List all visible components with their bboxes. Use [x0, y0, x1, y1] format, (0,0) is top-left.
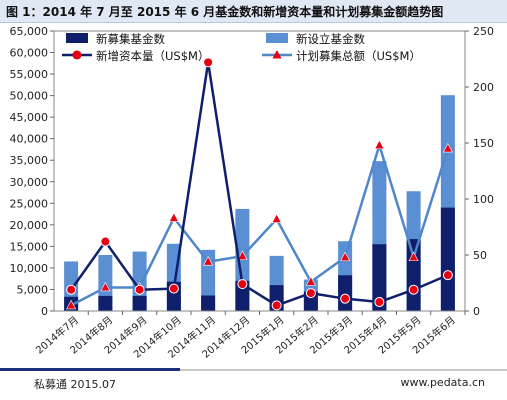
right-axis-tick-label: 150	[473, 137, 494, 150]
point-planned-total	[203, 256, 214, 266]
bar-new-funds	[440, 207, 455, 311]
point-new-capital	[237, 279, 248, 290]
point-planned-total	[271, 213, 282, 223]
bar-new-funds	[235, 280, 250, 311]
point-new-capital	[408, 284, 419, 295]
bar-new-funds	[132, 295, 147, 311]
point-planned-total	[66, 299, 77, 310]
legend-label: 新增资本量（US$M）	[96, 49, 209, 63]
right-axis-tick-label: 50	[473, 249, 487, 262]
line-new-capital	[70, 61, 449, 307]
point-planned-total	[305, 276, 316, 286]
bar-new-funds	[98, 295, 113, 311]
chart-title: 图 1：2014 年 7 月至 2015 年 6 月基金数和新增资本量和计划募集…	[6, 5, 444, 19]
right-axis-tick-label: 0	[473, 305, 480, 318]
footer-line	[0, 369, 507, 371]
left-axis-tick-label: 65,000	[10, 25, 49, 38]
left-axis-tick-label: 10,000	[10, 262, 49, 275]
legend-swatch	[66, 33, 88, 43]
point-new-capital	[168, 283, 179, 294]
legend-swatch	[266, 33, 288, 43]
point-planned-total	[442, 142, 453, 153]
point-new-capital	[134, 284, 145, 295]
right-axis-tick-label: 250	[473, 25, 494, 38]
plot-border	[53, 30, 466, 312]
legend-item: 新设立基金数	[266, 32, 365, 46]
point-new-capital	[340, 293, 351, 304]
left-axis-tick-label: 35,000	[10, 154, 49, 167]
point-new-capital	[374, 297, 385, 308]
point-new-capital	[203, 57, 214, 68]
footer-source: 私募通 2015.07	[34, 378, 116, 391]
left-axis-tick-label: 50,000	[10, 90, 49, 103]
bar-new-funds	[338, 275, 353, 311]
legend-item: 新增资本量（US$M）	[62, 49, 209, 63]
point-planned-total	[100, 281, 111, 292]
right-axis-tick-label: 100	[473, 193, 494, 206]
bar-new-funds	[372, 244, 387, 311]
left-axis-tick-label: 0	[41, 305, 48, 318]
bar-new-funds	[406, 239, 421, 311]
left-axis-tick-label: 15,000	[10, 240, 49, 253]
point-new-capital	[442, 270, 453, 281]
legend-label: 新募集基金数	[96, 32, 165, 46]
point-planned-total	[408, 251, 419, 262]
axes	[50, 30, 469, 315]
point-planned-total	[374, 139, 385, 150]
right-axis-tick-label: 200	[473, 81, 494, 94]
left-axis-tick-label: 55,000	[10, 68, 49, 81]
point-new-capital	[305, 288, 316, 299]
lines	[66, 57, 453, 311]
legend-item: 新募集基金数	[66, 32, 165, 46]
left-axis-tick-label: 20,000	[10, 219, 49, 232]
title-bar: 图 1：2014 年 7 月至 2015 年 6 月基金数和新增资本量和计划募集…	[0, 0, 507, 23]
legend-marker	[72, 50, 82, 60]
footer-website: www.pedata.cn	[400, 376, 485, 389]
left-axis-tick-label: 60,000	[10, 47, 49, 60]
left-axis-tick-label: 5,000	[17, 283, 49, 296]
bar-new-funds	[201, 295, 216, 311]
footer-line-accent	[0, 368, 180, 371]
left-axis-tick-label: 45,000	[10, 111, 49, 124]
left-axis-tick-label: 30,000	[10, 176, 49, 189]
point-new-capital	[271, 300, 282, 311]
left-axis-tick-label: 25,000	[10, 197, 49, 210]
left-axis-tick-label: 40,000	[10, 133, 49, 146]
point-planned-total	[340, 251, 351, 262]
legend-marker	[272, 50, 282, 59]
point-planned-total	[168, 212, 179, 222]
point-new-capital	[100, 236, 111, 247]
legend-label: 计划募集总额（US$M）	[296, 49, 421, 63]
ticks: 0 5,000 10,000 15,000 20,000 25,000 30,000 35,0…	[10, 25, 495, 361]
legend-label: 新设立基金数	[296, 32, 365, 46]
legend-item: 计划募集总额（US$M）	[262, 49, 421, 63]
line-planned-total	[70, 143, 450, 307]
point-new-capital	[66, 284, 77, 295]
point-planned-total	[237, 250, 248, 260]
